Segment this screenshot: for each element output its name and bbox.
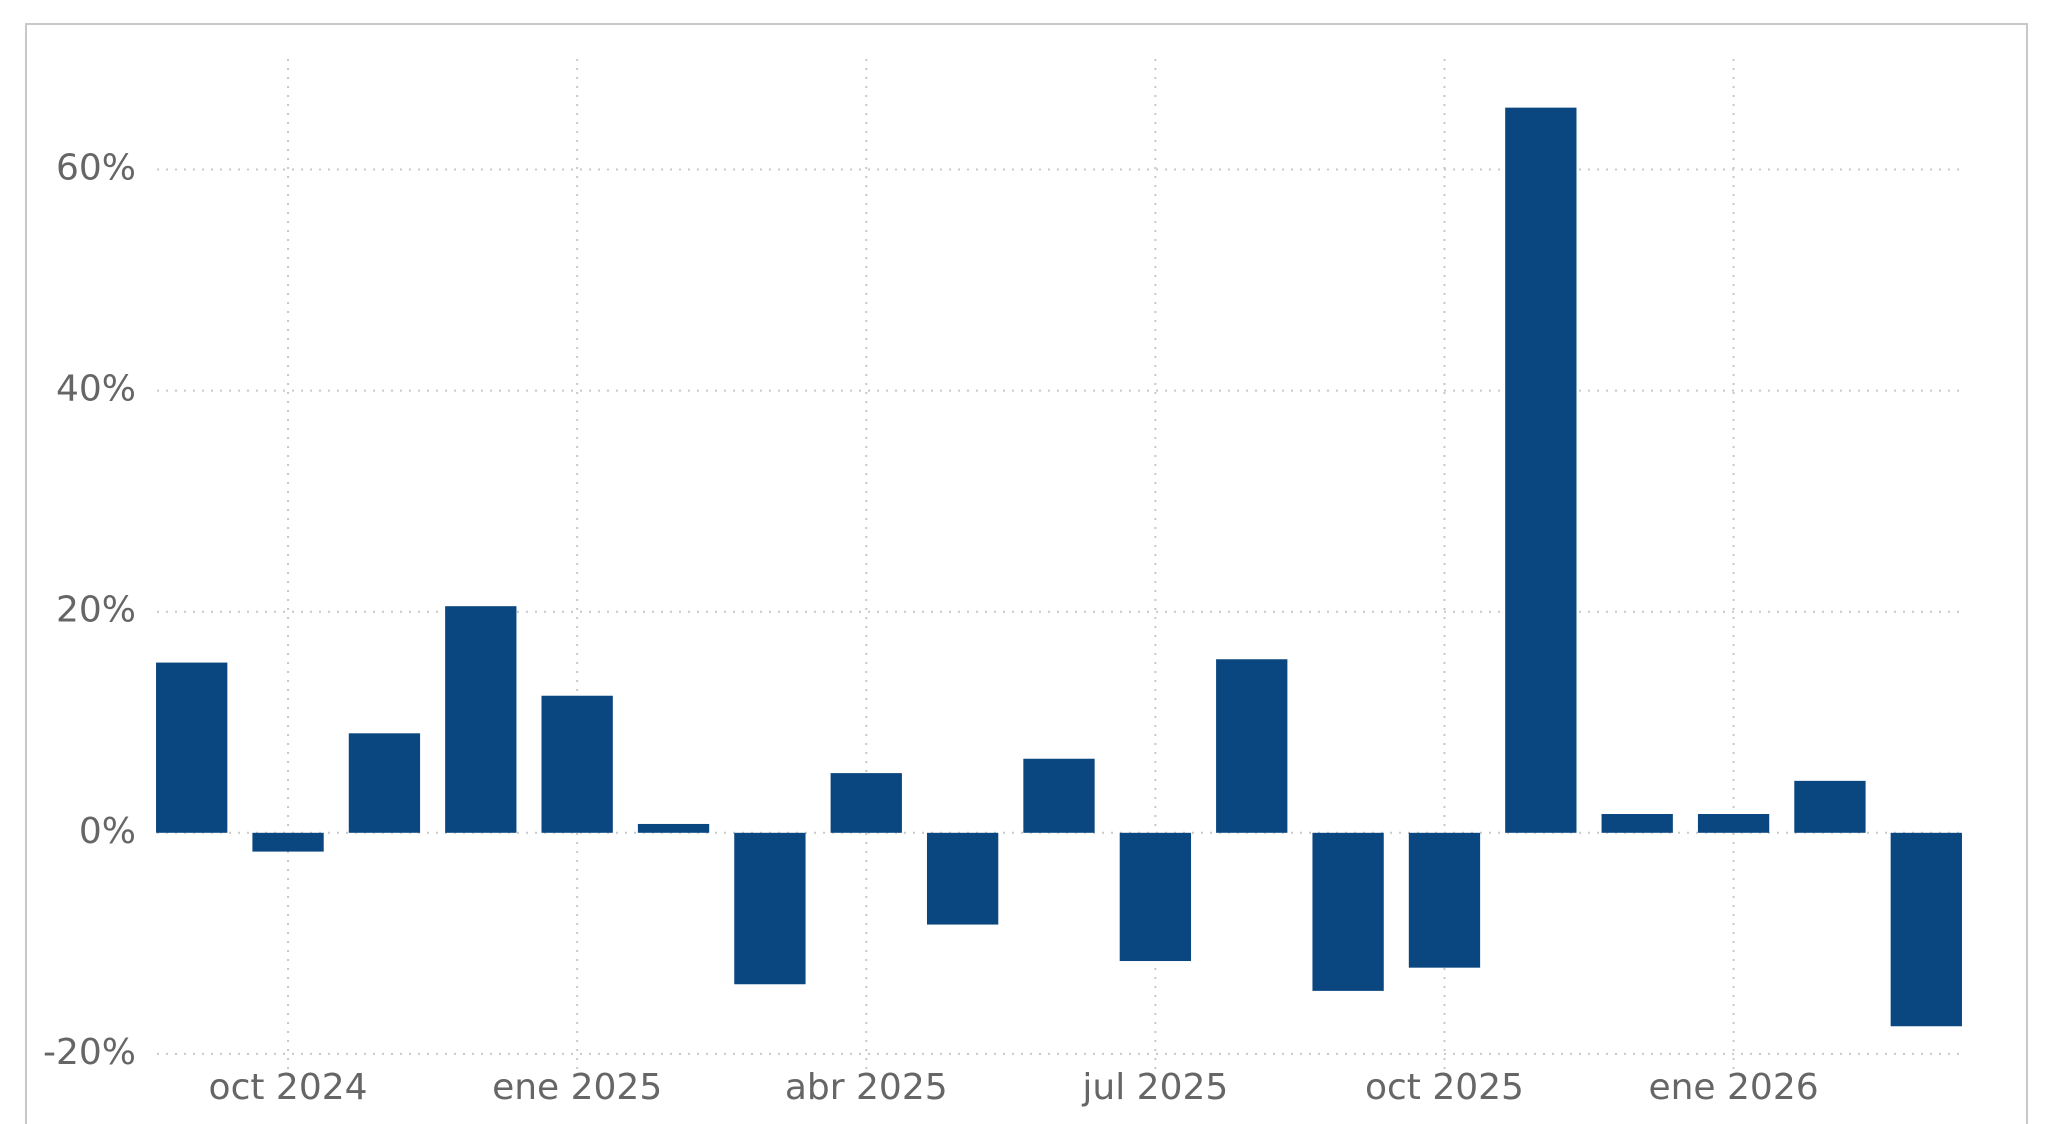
- frame: [25, 23, 2028, 1124]
- y-tick-label: 60%: [56, 148, 136, 189]
- bar: [637, 823, 710, 833]
- bar: [926, 832, 999, 925]
- bar: [1216, 659, 1288, 833]
- y-tick-label: 0%: [79, 811, 136, 852]
- bar: [1119, 832, 1192, 962]
- x-tick-label: ene 2026: [1648, 1067, 1818, 1108]
- bar: [1505, 107, 1577, 833]
- x-tick-label: jul 2025: [1081, 1067, 1228, 1108]
- x-tick-label: oct 2025: [1365, 1067, 1524, 1108]
- bar: [1697, 814, 1770, 833]
- bar: [445, 606, 517, 833]
- y-tick-label: 20%: [56, 590, 136, 631]
- x-tick-label: oct 2024: [209, 1067, 368, 1108]
- bar: [734, 832, 806, 985]
- y-tick-label: 40%: [56, 369, 136, 410]
- bar: [830, 773, 902, 833]
- bar: [252, 832, 324, 852]
- bar: [1601, 814, 1673, 833]
- bar: [348, 733, 421, 833]
- x-tick-label: abr 2025: [785, 1067, 948, 1108]
- bar: [1408, 832, 1481, 968]
- x-tick-label: ene 2025: [492, 1067, 662, 1108]
- bar: [541, 695, 613, 833]
- bar: [1890, 832, 1962, 1027]
- bar: [1312, 832, 1384, 991]
- bar: [156, 662, 228, 833]
- bar: [1794, 780, 1866, 833]
- bar: [1023, 758, 1095, 833]
- y-tick-label: -20%: [43, 1032, 136, 1073]
